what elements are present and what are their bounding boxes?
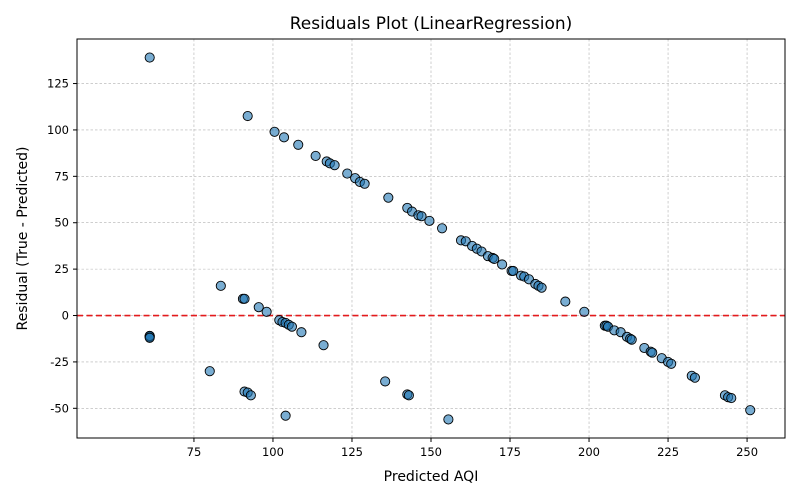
x-axis-label: Predicted AQI xyxy=(384,469,479,485)
x-tick-label: 225 xyxy=(657,445,679,459)
data-point xyxy=(342,168,353,179)
x-tick-label: 175 xyxy=(499,445,521,459)
data-point xyxy=(726,393,737,404)
y-tick-label: -50 xyxy=(50,401,69,415)
y-tick-label: 75 xyxy=(54,169,69,183)
y-tick-label: 0 xyxy=(62,309,69,323)
data-point xyxy=(383,192,394,203)
data-point xyxy=(215,280,226,291)
data-point xyxy=(380,376,391,387)
data-point xyxy=(286,321,297,332)
data-point xyxy=(560,296,571,307)
data-point xyxy=(359,178,370,189)
data-point xyxy=(497,259,508,270)
grid xyxy=(77,39,785,438)
axis-ticks: 75 100 125 150 175 200 225 250 -50 -25 0 25 50 75 100 1… xyxy=(47,77,758,459)
data-point xyxy=(280,410,291,421)
data-point xyxy=(647,347,658,358)
data-point xyxy=(329,160,340,171)
data-point xyxy=(245,390,256,401)
x-tick-label: 75 xyxy=(187,445,202,459)
data-point xyxy=(269,126,280,137)
data-point xyxy=(443,414,454,425)
data-point xyxy=(144,332,155,343)
data-point xyxy=(239,293,250,304)
data-point xyxy=(666,358,677,369)
x-tick-label: 200 xyxy=(578,445,600,459)
data-point xyxy=(626,334,637,345)
chart-title: Residuals Plot (LinearRegression) xyxy=(290,14,573,34)
y-tick-label: 100 xyxy=(47,123,69,137)
data-point xyxy=(416,211,427,222)
data-point xyxy=(242,110,253,122)
y-tick-label: -25 xyxy=(50,355,69,369)
data-point xyxy=(508,265,519,277)
data-point xyxy=(403,390,414,401)
data-point xyxy=(296,327,307,338)
y-tick-label: 25 xyxy=(54,262,69,276)
data-point xyxy=(310,150,321,161)
x-tick-label: 150 xyxy=(420,445,442,459)
data-point xyxy=(745,405,756,416)
data-point xyxy=(689,372,700,383)
y-tick-label: 125 xyxy=(47,77,69,91)
y-tick-label: 50 xyxy=(54,216,69,230)
data-point xyxy=(536,282,547,293)
y-axis-label: Residual (True - Predicted) xyxy=(15,147,31,331)
data-point xyxy=(261,306,272,317)
x-tick-label: 125 xyxy=(341,445,363,459)
data-point xyxy=(293,139,304,150)
data-point xyxy=(437,223,448,234)
scatter-points xyxy=(144,52,756,425)
data-point xyxy=(318,340,329,351)
data-point xyxy=(204,366,215,377)
data-point xyxy=(278,132,290,143)
data-point xyxy=(489,253,500,264)
x-tick-label: 250 xyxy=(736,445,758,459)
x-tick-label: 100 xyxy=(262,445,284,459)
data-point xyxy=(144,52,155,63)
data-point xyxy=(424,215,435,226)
data-point xyxy=(253,302,264,313)
data-point xyxy=(579,306,590,317)
